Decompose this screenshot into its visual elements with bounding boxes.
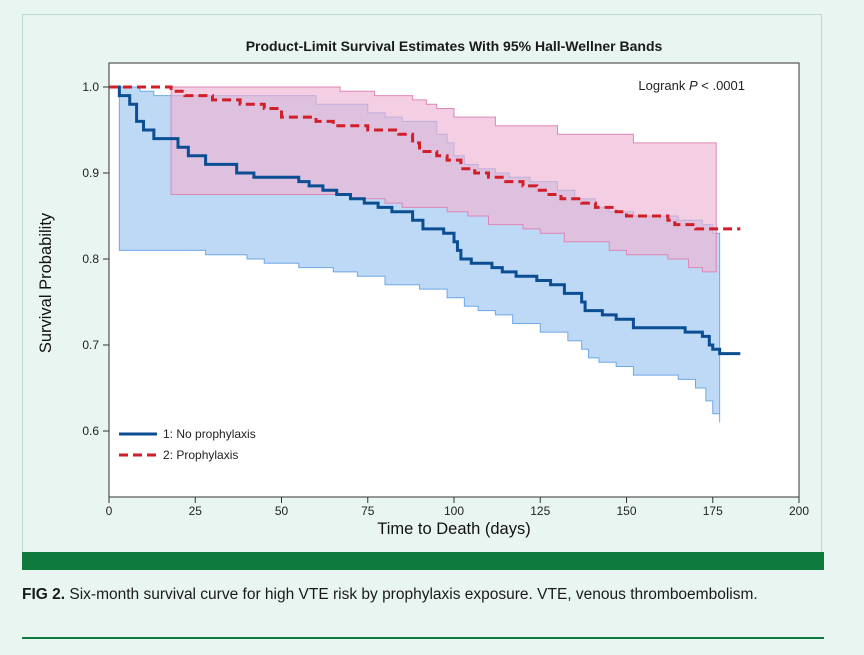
x-tick-label-100: 100 xyxy=(444,504,464,518)
y-axis: 0.6 0.7 0.8 0.9 1.0 xyxy=(82,80,109,438)
figure-frame: 0 25 50 75 100 125 150 175 200 0.6 0.7 0.8 0.9 1.0 P… xyxy=(22,14,822,554)
x-axis-title: Time to Death (days) xyxy=(377,520,530,538)
x-tick-label-75: 75 xyxy=(361,504,375,518)
chart-title: Product-Limit Survival Estimates With 95… xyxy=(246,38,663,54)
x-tick-label-50: 50 xyxy=(275,504,289,518)
x-tick-label-150: 150 xyxy=(616,504,636,518)
x-tick-label-175: 175 xyxy=(703,504,723,518)
y-tick-label-0.7: 0.7 xyxy=(82,338,99,352)
y-tick-label-0.8: 0.8 xyxy=(82,252,99,266)
logrank-annotation: Logrank P < .0001 xyxy=(638,78,745,93)
x-axis: 0 25 50 75 100 125 150 175 200 xyxy=(106,497,809,518)
x-tick-label-25: 25 xyxy=(189,504,203,518)
caption-label: FIG 2. xyxy=(22,586,66,603)
legend-label-prophylaxis: 2: Prophylaxis xyxy=(163,448,238,462)
curve-no-prophylaxis xyxy=(109,85,741,356)
x-tick-label-125: 125 xyxy=(530,504,550,518)
x-tick-label-200: 200 xyxy=(789,504,809,518)
x-tick-label-0: 0 xyxy=(106,504,113,518)
y-axis-title: Survival Probability xyxy=(37,212,55,353)
y-tick-label-0.9: 0.9 xyxy=(82,166,99,180)
survival-curves xyxy=(109,85,741,356)
figure-caption: FIG 2. Six-month survival curve for high… xyxy=(22,584,822,605)
caption-text: Six-month survival curve for high VTE ri… xyxy=(65,586,758,603)
curve-prophylaxis xyxy=(109,85,741,231)
figure-divider-bar xyxy=(22,552,824,570)
legend-label-no-prophylaxis: 1: No prophylaxis xyxy=(163,427,256,441)
survival-chart: 0 25 50 75 100 125 150 175 200 0.6 0.7 0.8 0.9 1.0 P… xyxy=(37,38,809,538)
bottom-rule xyxy=(22,637,824,639)
band-prophylaxis xyxy=(170,86,717,273)
y-tick-label-1.0: 1.0 xyxy=(82,80,99,94)
y-tick-label-0.6: 0.6 xyxy=(82,424,99,438)
confidence-bands xyxy=(118,86,721,423)
legend: 1: No prophylaxis 2: Prophylaxis xyxy=(119,427,256,462)
